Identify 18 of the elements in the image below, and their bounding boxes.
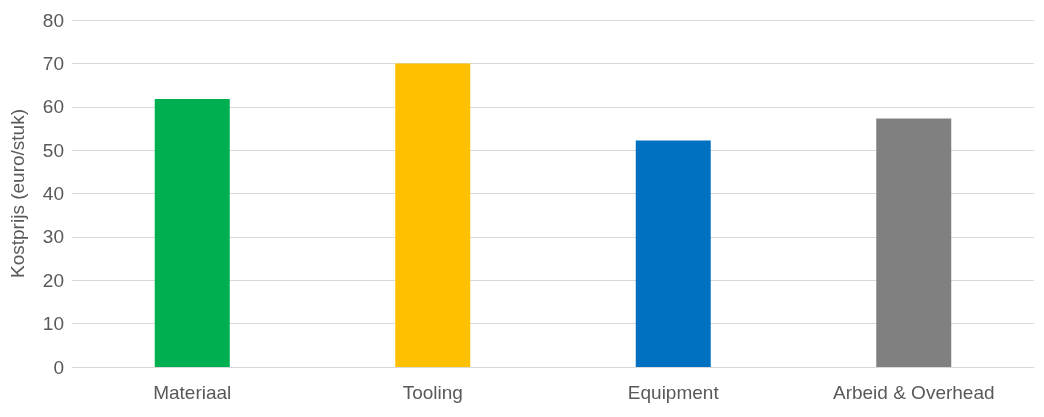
y-tick-label: 40 bbox=[42, 183, 64, 204]
x-tick-label: Materiaal bbox=[153, 382, 232, 403]
y-tick-label: 20 bbox=[42, 269, 64, 291]
y-tick-label: 80 bbox=[42, 9, 64, 31]
bar bbox=[154, 98, 230, 367]
y-tick-label: 50 bbox=[42, 139, 64, 161]
y-tick-label: 10 bbox=[42, 313, 64, 335]
y-tick-label: 30 bbox=[42, 226, 64, 248]
bar bbox=[635, 140, 711, 367]
x-tick-label: Arbeid & Overhead bbox=[832, 382, 995, 403]
bar bbox=[395, 63, 471, 367]
y-tick-label: 0 bbox=[53, 356, 64, 378]
x-tick-label: Equipment bbox=[627, 382, 720, 403]
y-tick-label: 60 bbox=[42, 96, 64, 118]
y-axis-title: Kostprijs (euro/stuk) bbox=[7, 109, 28, 278]
bar bbox=[876, 118, 952, 367]
x-tick-label: Tooling bbox=[402, 382, 463, 403]
y-tick-label: 70 bbox=[42, 52, 64, 74]
